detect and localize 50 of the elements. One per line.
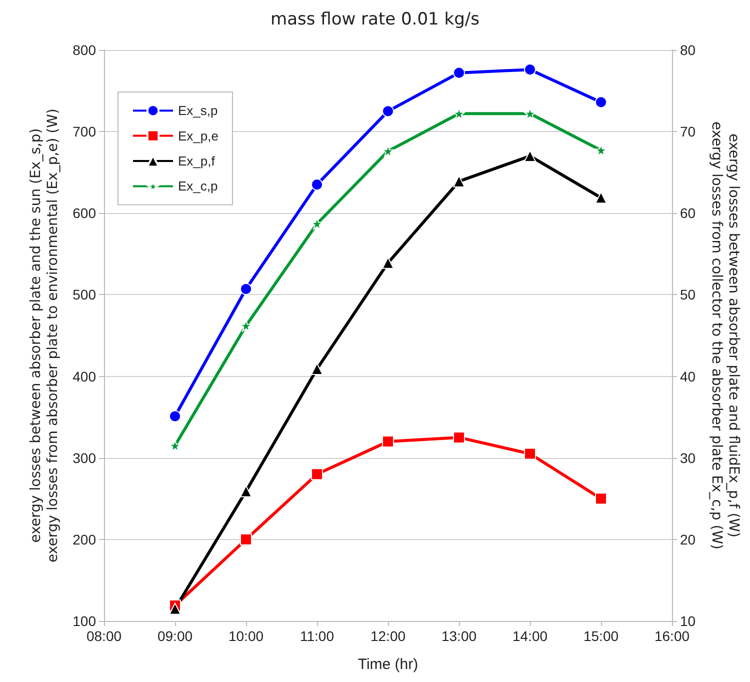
point: [453, 431, 465, 444]
y-tick-label: 700: [72, 124, 96, 140]
x-tick-label: 16:00: [654, 628, 690, 644]
legend-label: Ex_c,p: [178, 178, 218, 194]
y2-tick-label: 20: [680, 531, 696, 548]
x-tick-label: 12:00: [370, 628, 406, 644]
y2-tick-label: 50: [680, 286, 696, 303]
point: [524, 448, 536, 460]
y-axis-title: exergy losses between absorber plate and the sun (Ex_s,p) exergy losses from absorber plate to environmental (Ex_p,e) (W): [28, 108, 62, 562]
legend-label: Ex_s,p: [178, 103, 218, 118]
point: [240, 533, 252, 546]
point: [169, 410, 181, 422]
x-axis-title: Time (hr): [358, 656, 418, 673]
x-tick-label: 14:00: [512, 628, 548, 644]
chart-title: mass flow rate 0.01 kg/s: [270, 10, 480, 30]
point: [453, 66, 465, 79]
point: [240, 283, 252, 295]
y-tick-label: 500: [72, 286, 96, 303]
y-tick-label: 300: [72, 450, 96, 466]
point: [524, 64, 536, 76]
y-tick-label: 400: [72, 368, 96, 384]
point: [524, 150, 536, 162]
legend-label: Ex_p,f: [178, 154, 216, 168]
x-tick-label: 11:00: [300, 628, 334, 644]
y2-tick-label: 30: [680, 450, 696, 466]
y2-tick-label: 60: [680, 205, 696, 222]
x-tick-label: 15:00: [583, 628, 619, 644]
y-tick-label: 800: [72, 42, 96, 58]
y2-tick-label: 80: [680, 42, 696, 58]
x-tick-label: 08:00: [86, 628, 122, 644]
x-tick-label: 13:00: [441, 628, 477, 644]
x-tick-label: 09:00: [157, 628, 193, 644]
point: [595, 192, 607, 204]
y2-tick-label: 40: [680, 368, 696, 384]
x-tick-label: 10:00: [228, 628, 264, 644]
point: [311, 178, 323, 191]
point: [595, 492, 607, 505]
point: [169, 602, 181, 615]
y2-tick-label: 10: [680, 613, 696, 629]
point: [382, 436, 394, 448]
y2-axis-title: exergy losses between absorber plate and fluidEx_p,f (W) exergy losses from collector to the absorber plate Ex_c,p (W): [708, 121, 742, 550]
legend-label: Ex_p,e: [178, 128, 218, 144]
point: [240, 485, 252, 498]
point: [595, 96, 607, 108]
point: [311, 468, 323, 480]
y2-tick-label: 70: [680, 124, 696, 140]
point: [382, 105, 394, 118]
y-tick-label: 100: [72, 613, 96, 629]
y-tick-label: 200: [72, 531, 96, 548]
y-tick-label: 600: [72, 205, 96, 222]
